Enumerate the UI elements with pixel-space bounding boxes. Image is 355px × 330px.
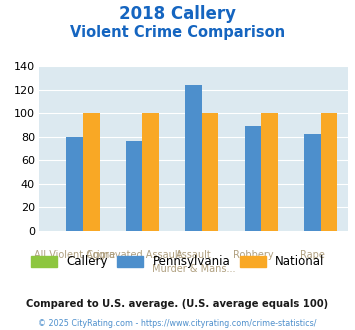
Text: Violent Crime Comparison: Violent Crime Comparison [70, 25, 285, 40]
Bar [185, 85, 202, 231]
Bar [66, 137, 83, 231]
Text: All Violent Crime: All Violent Crime [34, 250, 115, 260]
Bar [126, 142, 142, 231]
Text: Aggravated Assault: Aggravated Assault [86, 250, 182, 260]
Text: Rape: Rape [300, 250, 325, 260]
Text: Murder & Mans...: Murder & Mans... [152, 264, 235, 274]
Text: Assault: Assault [176, 250, 211, 260]
Bar [142, 113, 159, 231]
Text: 2018 Callery: 2018 Callery [119, 5, 236, 23]
Bar [304, 134, 321, 231]
Text: Robbery: Robbery [233, 250, 273, 260]
Bar [261, 113, 278, 231]
Text: Compared to U.S. average. (U.S. average equals 100): Compared to U.S. average. (U.S. average … [26, 299, 329, 309]
Bar [245, 126, 261, 231]
Legend: Callery, Pennsylvania, National: Callery, Pennsylvania, National [26, 250, 329, 273]
Bar [202, 113, 218, 231]
Bar [83, 113, 100, 231]
Text: © 2025 CityRating.com - https://www.cityrating.com/crime-statistics/: © 2025 CityRating.com - https://www.city… [38, 319, 317, 328]
Bar [321, 113, 337, 231]
